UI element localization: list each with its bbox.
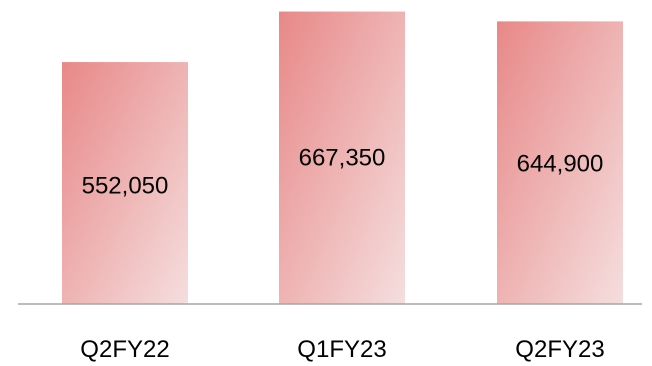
x-tick-labels-group: Q2FY22 Q1FY23 Q2FY23 — [80, 336, 604, 363]
bar-q2fy22 — [62, 62, 188, 304]
bar-q1fy23 — [279, 11, 405, 305]
x-tick-label-q2fy23: Q2FY23 — [515, 336, 604, 363]
data-labels-group: 552,050 667,350 644,900 — [82, 144, 604, 199]
data-label-q1fy23: 667,350 — [299, 144, 386, 171]
data-label-q2fy22: 552,050 — [82, 172, 169, 199]
bar-q2fy23 — [497, 21, 623, 305]
x-tick-label-q1fy23: Q1FY23 — [297, 336, 386, 363]
bars-group — [62, 11, 623, 305]
data-label-q2fy23: 644,900 — [517, 150, 604, 177]
x-tick-label-q2fy22: Q2FY22 — [80, 336, 169, 363]
